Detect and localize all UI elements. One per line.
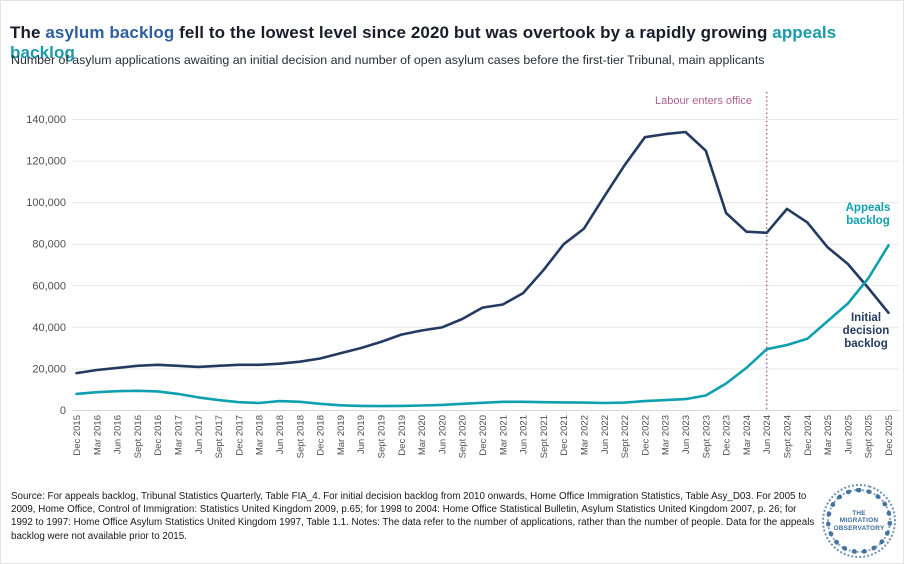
- x-tick-label: Sept 2025: [864, 415, 875, 458]
- page-title: The asylum backlog fell to the lowest le…: [10, 23, 903, 63]
- x-tick-label: Jun 2024: [762, 415, 773, 454]
- logo-line-2: MIGRATION: [839, 517, 879, 525]
- y-tick-label: 60,000: [32, 280, 66, 292]
- logo-line-1: THE: [852, 509, 866, 517]
- x-tick-label: Sept 2018: [295, 415, 306, 458]
- title-part-asylum-backlog: asylum backlog: [45, 23, 175, 42]
- y-tick-label: 80,000: [32, 239, 66, 251]
- x-tick-label: Dec 2020: [478, 415, 489, 456]
- x-tick-label: Dec 2022: [640, 415, 651, 456]
- x-tick-label: Dec 2019: [397, 415, 408, 456]
- x-tick-label: Dec 2024: [803, 415, 814, 456]
- x-tick-label: Mar 2018: [255, 415, 266, 455]
- x-tick-label: Dec 2015: [72, 415, 83, 456]
- x-tick-label: Dec 2018: [316, 415, 327, 456]
- x-tick-label: Sept 2022: [620, 415, 631, 458]
- x-tick-label: Sept 2024: [783, 415, 794, 458]
- labour-enters-office-annotation: Labour enters office: [654, 95, 752, 107]
- x-tick-label: Sept 2017: [214, 415, 225, 458]
- title-part-appeals-backlog: appeals backlog: [10, 23, 842, 62]
- y-tick-label: 20,000: [32, 363, 66, 375]
- x-tick-label: Dec 2016: [153, 415, 164, 456]
- x-tick-label: Jun 2022: [600, 415, 611, 454]
- y-tick-label: 40,000: [32, 322, 66, 334]
- x-tick-label: Mar 2017: [174, 415, 185, 455]
- x-tick-label: Mar 2022: [580, 415, 591, 455]
- x-tick-label: Sept 2023: [701, 415, 712, 458]
- x-tick-label: Jun 2018: [275, 415, 286, 454]
- title-part-3: fell to the lowest level since 2020 but …: [174, 23, 773, 42]
- x-tick-label: Sept 2019: [377, 415, 388, 458]
- chart-subtitle: Number of asylum applications awaiting a…: [11, 53, 765, 67]
- initial-decision-backlog-label: Initial decision backlog: [842, 312, 890, 350]
- x-tick-label: Jun 2019: [356, 415, 367, 454]
- x-tick-label: Jun 2021: [519, 415, 530, 454]
- x-tick-label: Jun 2017: [194, 415, 205, 454]
- x-tick-label: Jun 2016: [113, 415, 124, 454]
- x-tick-label: Mar 2020: [417, 415, 428, 455]
- x-tick-label: Jun 2020: [437, 415, 448, 454]
- x-tick-label: Mar 2023: [661, 415, 672, 455]
- x-tick-label: Jun 2025: [843, 415, 854, 454]
- x-tick-label: Sept 2016: [133, 415, 144, 458]
- x-tick-label: Dec 2023: [722, 415, 733, 456]
- x-tick-label: Mar 2021: [498, 415, 509, 455]
- logo-line-3: OBSERVATORY: [833, 524, 885, 532]
- initial-decision-backlog-line[interactable]: [75, 130, 890, 375]
- title-part-1: The: [10, 23, 46, 42]
- x-tick-label: Mar 2019: [336, 415, 347, 455]
- x-tick-label: Sept 2021: [539, 415, 550, 458]
- x-tick-label: Sept 2020: [458, 415, 469, 458]
- migration-observatory-logo: THE MIGRATION OBSERVATORY: [826, 488, 892, 554]
- y-tick-label: 120,000: [26, 156, 66, 168]
- y-tick-label: 0: [60, 405, 66, 417]
- appeals-backlog-line[interactable]: [75, 244, 890, 408]
- y-tick-label: 140,000: [26, 114, 66, 126]
- y-tick-label: 100,000: [26, 197, 66, 209]
- appeals-backlog-label: Appeals backlog: [845, 202, 891, 227]
- source-notes-text: Source: For appeals backlog, Tribunal St…: [11, 491, 815, 542]
- x-tick-label: Dec 2025: [884, 415, 895, 456]
- x-tick-label: Jun 2023: [681, 415, 692, 454]
- x-tick-label: Dec 2021: [559, 415, 570, 456]
- x-tick-label: Mar 2016: [92, 415, 103, 455]
- x-tick-label: Mar 2025: [823, 415, 834, 455]
- x-tick-label: Dec 2017: [234, 415, 245, 456]
- x-tick-label: Mar 2024: [742, 415, 753, 455]
